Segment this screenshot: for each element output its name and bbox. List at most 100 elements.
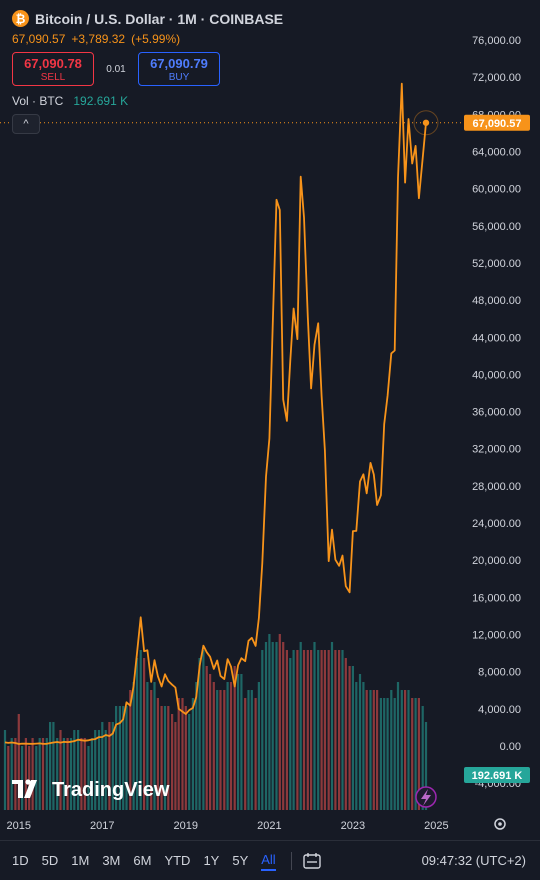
sell-label: SELL — [40, 71, 66, 83]
price-tick-label: 36,000.00 — [472, 407, 521, 419]
volume-bar — [66, 738, 69, 810]
timezone-clock[interactable]: 09:47:32 (UTC+2) — [421, 853, 526, 868]
volume-bar — [376, 690, 379, 810]
volume-badge: 192.691 K — [464, 767, 530, 783]
volume-bar — [3, 730, 7, 810]
volume-bar — [292, 650, 295, 810]
date-range-icon[interactable] — [302, 852, 322, 870]
price-change-row: 67,090.57 +3,789.32 (+5.99%) — [12, 32, 283, 46]
price-axis[interactable]: 76,000.0072,000.0068,000.0064,000.0060,0… — [472, 35, 521, 790]
symbol-title-row[interactable]: ₿ Bitcoin / U.S. Dollar · 1M · COINBASE — [12, 10, 283, 27]
settings-gear-icon[interactable] — [494, 818, 506, 830]
volume-bar — [424, 722, 428, 810]
price-change-percent: (+5.99%) — [131, 32, 181, 46]
volume-bar — [396, 682, 400, 810]
volume-bar — [198, 658, 201, 810]
tradingview-watermark[interactable]: TradingView — [12, 779, 170, 801]
volume-bar — [237, 674, 240, 810]
timeframe-1y[interactable]: 1Y — [203, 853, 220, 868]
timeframe-all[interactable]: All — [261, 850, 276, 871]
timeframe-3m[interactable]: 3M — [102, 853, 121, 868]
volume-bar — [52, 722, 55, 810]
volume-bar — [167, 706, 170, 810]
volume-bar — [247, 690, 250, 810]
volume-bar — [404, 690, 407, 810]
volume-bar — [69, 738, 73, 810]
time-tick-label: 2019 — [174, 820, 198, 832]
collapse-legend-button[interactable]: ^ — [12, 114, 40, 134]
volume-bar — [285, 650, 288, 810]
volume-bar — [118, 706, 121, 810]
volume-bar — [45, 738, 48, 810]
price-tick-label: 8,000.00 — [478, 667, 521, 679]
volume-bar — [414, 698, 417, 810]
timeframe-1m[interactable]: 1M — [71, 853, 90, 868]
volume-bar — [268, 634, 271, 810]
sell-button[interactable]: 67,090.78 SELL — [12, 52, 94, 86]
volume-bar — [313, 642, 316, 810]
timeframe-ytd[interactable]: YTD — [164, 853, 191, 868]
price-chart[interactable]: 76,000.0072,000.0068,000.0064,000.0060,0… — [0, 0, 540, 840]
volume-bar — [271, 642, 274, 810]
timeframe-5d[interactable]: 5D — [41, 853, 59, 868]
volume-bar — [41, 738, 45, 810]
timeframe-6m[interactable]: 6M — [133, 853, 152, 868]
volume-bar — [341, 650, 344, 810]
last-point-halo — [413, 110, 439, 136]
timeframe-5y[interactable]: 5Y — [232, 853, 249, 868]
volume-bar — [327, 650, 330, 810]
volume-bar — [216, 690, 219, 810]
volume-bar — [104, 730, 107, 810]
volume-bar — [310, 650, 313, 810]
volume-bar — [233, 666, 236, 810]
volume-bar — [77, 730, 80, 810]
lightning-icon[interactable] — [415, 786, 437, 808]
buy-button[interactable]: 67,090.79 BUY — [138, 52, 220, 86]
volume-bar — [146, 682, 149, 810]
volume-bar — [184, 706, 187, 810]
volume-bar — [275, 642, 278, 810]
price-tick-label: 32,000.00 — [472, 444, 521, 456]
volume-bar — [135, 658, 139, 810]
volume-bar — [386, 698, 389, 810]
symbol-title[interactable]: Bitcoin / U.S. Dollar · 1M · COINBASE — [35, 10, 284, 27]
volume-bar — [362, 682, 365, 810]
volume-bar — [171, 714, 174, 810]
volume-bar — [10, 738, 13, 810]
volume-bar — [24, 738, 27, 810]
volume-bar — [49, 722, 52, 810]
bottom-toolbar: 1D 5D 1M 3M 6M YTD 1Y 5Y All 09:47:32 (U… — [0, 840, 540, 880]
volume-bar — [344, 658, 347, 810]
volume-bar — [191, 698, 194, 810]
bitcoin-icon: ₿ — [12, 10, 29, 27]
volume-legend-row[interactable]: Vol · BTC 192.691 K — [12, 94, 283, 108]
volume-bar — [56, 738, 59, 810]
volume-bar — [334, 650, 337, 810]
volume-bar — [223, 690, 226, 810]
spread-value: 0.01 — [106, 63, 126, 75]
volume-bar — [150, 690, 153, 810]
last-price: 67,090.57 — [12, 32, 66, 46]
volume-bar — [181, 698, 184, 810]
volume-label: Vol · BTC — [12, 94, 64, 108]
volume-bar — [87, 746, 90, 810]
volume-bar — [28, 746, 31, 810]
volume-bar — [125, 706, 128, 810]
tradingview-wordmark: TradingView — [52, 779, 170, 801]
price-tick-label: 24,000.00 — [472, 518, 521, 530]
volume-bar — [261, 650, 264, 810]
volume-bar — [244, 698, 247, 810]
volume-bar — [323, 650, 326, 810]
price-tick-label: 20,000.00 — [472, 555, 521, 567]
volume-bar — [250, 690, 253, 810]
volume-bar — [240, 674, 243, 810]
volume-bar — [115, 706, 118, 810]
volume-bar — [188, 714, 191, 810]
trade-buttons-row: 67,090.78 SELL 0.01 67,090.79 BUY — [12, 52, 283, 86]
time-axis[interactable]: 2015 2017 2019 2021 2023 2025 — [7, 820, 449, 832]
volume-bar — [14, 738, 17, 810]
toolbar-divider — [290, 851, 292, 870]
volume-bar — [390, 690, 393, 810]
timeframe-1d[interactable]: 1D — [12, 853, 29, 868]
price-tick-label: 76,000.00 — [472, 35, 521, 47]
